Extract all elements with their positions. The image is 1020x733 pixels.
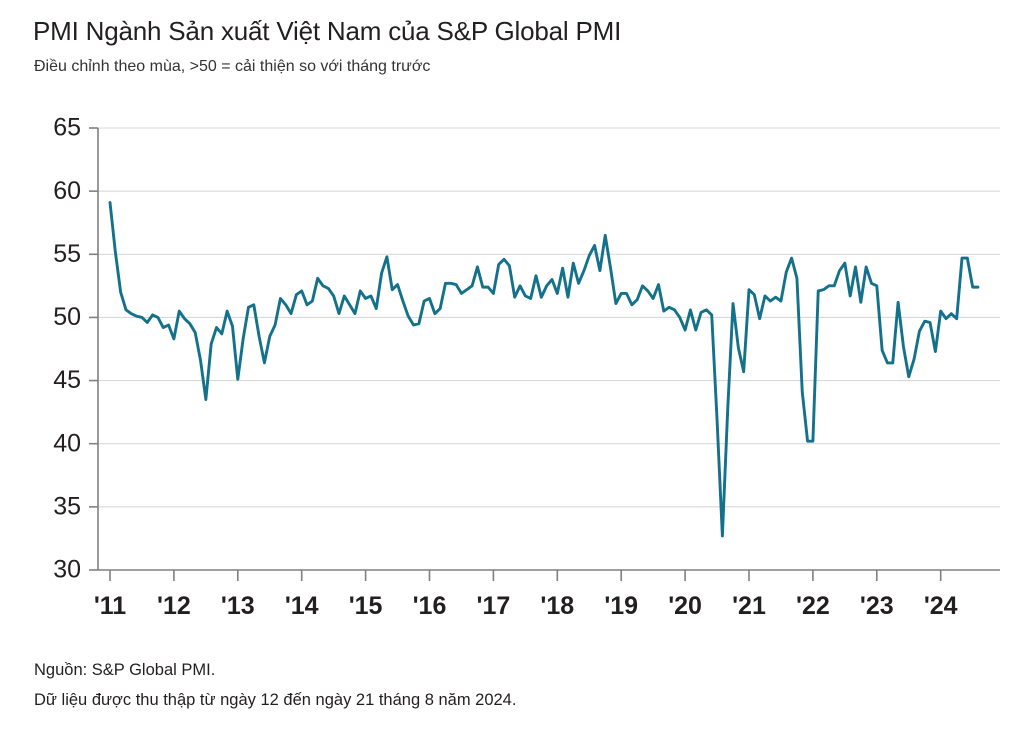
x-axis: '11 '12 '13 '14 '15 '16 '17 '18 '19 '20 '21 '22 '23 '… (94, 569, 1000, 620)
y-axis: 30 35 40 45 50 55 60 65 (53, 114, 99, 584)
x-axis-tick-label: '16 (413, 592, 447, 620)
footer-collection: Dữ liệu được thu thập từ ngày 12 đến ngà… (34, 691, 517, 709)
chart-footer: Nguồn: S&P Global PMI. Dữ liệu được thu … (34, 655, 516, 715)
x-axis-tick-label: '15 (349, 592, 383, 620)
chart-subtitle: Điều chỉnh theo mùa, >50 = cải thiện so … (34, 58, 431, 75)
y-axis-tick-label: 60 (53, 177, 81, 205)
x-axis-tick-label: '12 (157, 592, 191, 620)
series-lines (108, 201, 980, 538)
page-title: PMI Ngành Sản xuất Việt Nam của S&P Glob… (33, 16, 622, 46)
x-axis-tick-label: '18 (540, 592, 574, 620)
y-axis-tick-label: 50 (53, 303, 81, 331)
x-axis-tick-label: '19 (604, 592, 638, 620)
x-axis-tick-label: '11 (94, 592, 126, 620)
x-axis-tick-label: '14 (285, 592, 319, 620)
gridlines (98, 127, 1000, 571)
x-axis-tick-label: '22 (796, 592, 830, 620)
y-axis-tick-label: 65 (53, 114, 81, 142)
series-line (108, 201, 980, 538)
x-axis-tick-label: '23 (860, 592, 894, 620)
x-axis-tick-label: '24 (924, 592, 958, 620)
x-axis-tick-label: '21 (732, 592, 766, 620)
y-axis-tick-label: 55 (53, 240, 81, 268)
y-axis-tick-label: 30 (53, 556, 81, 584)
x-axis-tick-label: '20 (668, 592, 702, 620)
x-axis-tick-label: '13 (221, 592, 255, 620)
x-axis-tick-label: '17 (477, 592, 511, 620)
y-axis-tick-label: 35 (53, 492, 81, 520)
chart-plot-area: 30 35 40 45 50 55 60 65 '11'12'13'14'15'16'17'1… (53, 114, 1000, 620)
footer-source: Nguồn: S&P Global PMI. (34, 661, 216, 679)
y-axis-tick-label: 40 (53, 429, 81, 457)
y-axis-tick-label: 45 (53, 366, 81, 394)
